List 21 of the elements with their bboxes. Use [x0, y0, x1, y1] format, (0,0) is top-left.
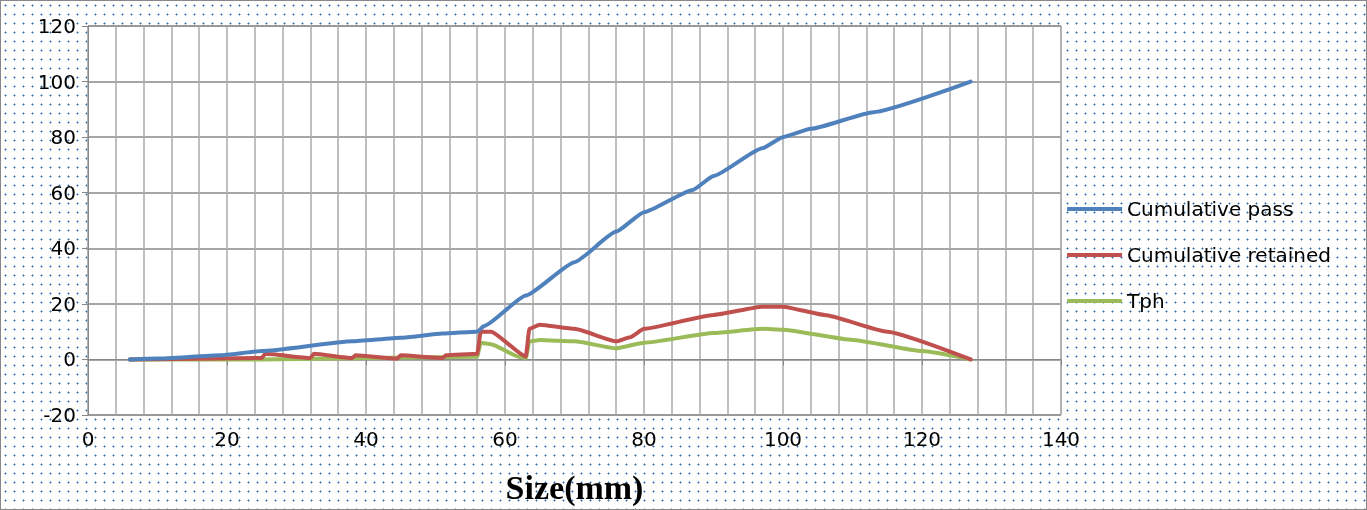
- y-tick-label: -20: [43, 403, 76, 427]
- x-tick-label: 60: [492, 427, 518, 451]
- x-tick-label: 120: [902, 427, 942, 451]
- x-tick-label: 140: [1041, 427, 1081, 451]
- y-tick-label: 80: [50, 125, 76, 150]
- line-series: [127, 79, 973, 362]
- y-tick-label: 120: [37, 14, 76, 38]
- legend-label: Tph: [1126, 289, 1165, 313]
- legend-label: Cumulative retained: [1127, 243, 1332, 267]
- y-tick-label: 60: [50, 180, 76, 205]
- legend-label: Cumulative pass: [1127, 197, 1294, 221]
- x-tick-label: 100: [763, 427, 803, 451]
- y-tick-label: 100: [37, 69, 76, 94]
- y-tick-label: 20: [50, 291, 76, 316]
- x-tick-label: 0: [81, 427, 95, 451]
- x-tick-label: 40: [353, 427, 379, 451]
- y-tick-label: 0: [63, 347, 76, 372]
- x-axis-title: Size(mm): [505, 468, 644, 507]
- x-tick-label: 80: [631, 427, 657, 451]
- x-tick-label: 20: [214, 427, 240, 451]
- y-tick-label: 40: [50, 236, 76, 261]
